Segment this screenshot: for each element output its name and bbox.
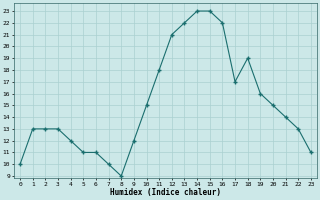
- X-axis label: Humidex (Indice chaleur): Humidex (Indice chaleur): [110, 188, 221, 197]
